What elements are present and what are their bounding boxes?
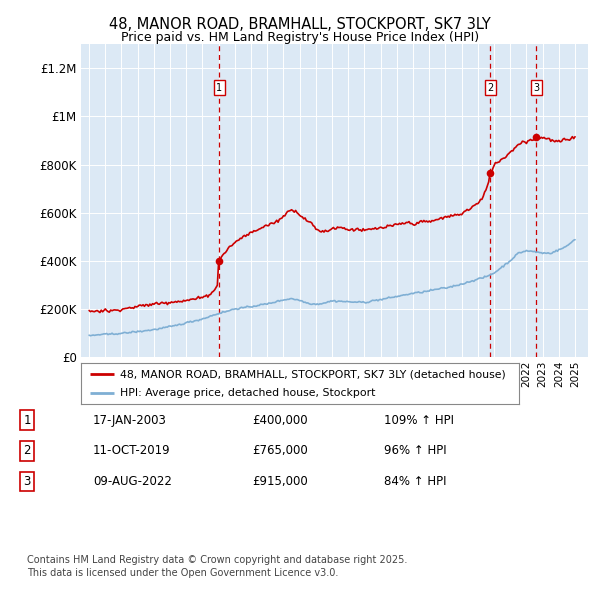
Text: 96% ↑ HPI: 96% ↑ HPI <box>384 444 446 457</box>
Text: 48, MANOR ROAD, BRAMHALL, STOCKPORT, SK7 3LY: 48, MANOR ROAD, BRAMHALL, STOCKPORT, SK7… <box>109 17 491 31</box>
Text: £915,000: £915,000 <box>252 475 308 488</box>
Text: 09-AUG-2022: 09-AUG-2022 <box>93 475 172 488</box>
Text: 3: 3 <box>23 475 31 488</box>
Text: 2: 2 <box>23 444 31 457</box>
Text: 17-JAN-2003: 17-JAN-2003 <box>93 414 167 427</box>
Text: Contains HM Land Registry data © Crown copyright and database right 2025.
This d: Contains HM Land Registry data © Crown c… <box>27 555 407 578</box>
Text: 11-OCT-2019: 11-OCT-2019 <box>93 444 170 457</box>
Text: Price paid vs. HM Land Registry's House Price Index (HPI): Price paid vs. HM Land Registry's House … <box>121 31 479 44</box>
Text: 1: 1 <box>216 83 223 93</box>
Text: 109% ↑ HPI: 109% ↑ HPI <box>384 414 454 427</box>
Text: HPI: Average price, detached house, Stockport: HPI: Average price, detached house, Stoc… <box>121 388 376 398</box>
Text: 3: 3 <box>533 83 539 93</box>
Text: 1: 1 <box>23 414 31 427</box>
Text: £400,000: £400,000 <box>252 414 308 427</box>
Text: 84% ↑ HPI: 84% ↑ HPI <box>384 475 446 488</box>
Text: 48, MANOR ROAD, BRAMHALL, STOCKPORT, SK7 3LY (detached house): 48, MANOR ROAD, BRAMHALL, STOCKPORT, SK7… <box>121 369 506 379</box>
Text: £765,000: £765,000 <box>252 444 308 457</box>
Text: 2: 2 <box>487 83 494 93</box>
